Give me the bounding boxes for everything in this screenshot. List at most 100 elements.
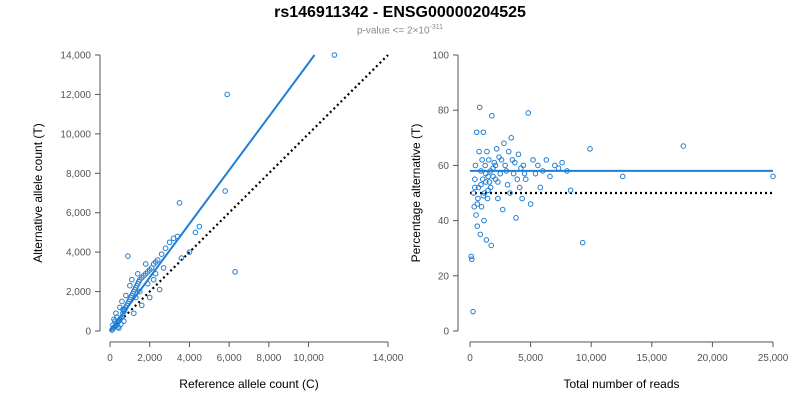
- data-point: [481, 190, 488, 196]
- data-point: [507, 190, 513, 196]
- data-point: [196, 223, 203, 230]
- data-point: [186, 249, 193, 255]
- data-point: [222, 188, 228, 194]
- data-point: [473, 212, 479, 218]
- data-point: [470, 308, 476, 315]
- data-point: [547, 173, 553, 180]
- data-point: [119, 298, 125, 305]
- data-point: [525, 110, 531, 116]
- data-point: [477, 231, 484, 238]
- data-point: [331, 52, 338, 58]
- chart-subtitle: p-value <= 2×10-311: [0, 24, 800, 36]
- subtitle-text: p-value <= 2×10: [356, 25, 430, 37]
- data-point: [123, 292, 129, 299]
- chart-title: rs146911342 - ENSG00000204525: [274, 4, 526, 21]
- data-point: [156, 286, 163, 293]
- data-point: [118, 321, 124, 327]
- data-point: [512, 159, 518, 166]
- data-point: [138, 302, 145, 309]
- data-point: [770, 173, 776, 180]
- data-point: [158, 251, 165, 257]
- data-point: [579, 239, 586, 246]
- data-point: [481, 217, 487, 224]
- y-axis-label: Alternative allele count (T): [31, 123, 45, 262]
- subtitle-exponent: -311: [429, 24, 444, 31]
- data-point: [521, 170, 528, 177]
- data-point: [491, 159, 498, 166]
- data-point: [516, 184, 523, 191]
- data-point: [142, 261, 149, 267]
- data-point: [474, 201, 481, 207]
- data-point: [497, 170, 504, 177]
- data-point: [492, 162, 499, 169]
- data-point: [495, 179, 501, 185]
- x-tick-label: 10,000: [293, 353, 324, 364]
- fit-line: [109, 54, 316, 332]
- data-point: [479, 176, 486, 182]
- data-point: [471, 204, 478, 210]
- data-point: [567, 187, 574, 194]
- y-tick-label: 40: [438, 216, 450, 227]
- data-point: [519, 195, 525, 202]
- data-point: [480, 192, 487, 199]
- data-point: [162, 245, 169, 251]
- data-point: [478, 204, 485, 210]
- data-point: [472, 176, 478, 182]
- y-tick-label: 20: [438, 271, 450, 282]
- data-point: [485, 187, 491, 194]
- data-point: [131, 310, 137, 317]
- data-point: [192, 229, 199, 236]
- data-point: [488, 242, 495, 249]
- data-point: [232, 269, 238, 275]
- data-point: [543, 157, 550, 163]
- data-point: [470, 190, 477, 196]
- x-axis-label: Total number of reads: [563, 377, 679, 391]
- y-tick-label: 10,000: [60, 129, 91, 140]
- data-point: [154, 257, 161, 263]
- data-point: [468, 253, 475, 260]
- data-point: [475, 195, 481, 202]
- data-point: [484, 148, 490, 155]
- data-point: [552, 162, 558, 169]
- data-point: [513, 215, 519, 221]
- x-tick-label: 15,000: [637, 353, 668, 364]
- data-point: [502, 162, 508, 169]
- data-point: [535, 162, 541, 169]
- x-tick-label: 20,000: [697, 353, 728, 364]
- data-point: [555, 165, 562, 171]
- data-point: [514, 176, 521, 182]
- x-tick-label: 5,000: [518, 353, 543, 364]
- data-point: [510, 170, 517, 177]
- data-point: [476, 148, 482, 155]
- y-tick-label: 0: [443, 327, 449, 338]
- data-point: [135, 271, 141, 277]
- y-tick-label: 6,000: [66, 208, 91, 219]
- y-tick-label: 8,000: [66, 169, 91, 180]
- x-tick-label: 14,000: [373, 353, 404, 364]
- data-point: [680, 143, 687, 149]
- x-tick-label: 0: [467, 353, 473, 364]
- data-point: [176, 200, 183, 206]
- data-point: [501, 140, 507, 147]
- data-point: [559, 159, 565, 166]
- y-tick-label: 2,000: [66, 287, 91, 298]
- data-point: [166, 239, 173, 246]
- x-tick-label: 8,000: [256, 353, 281, 364]
- data-point: [530, 157, 536, 163]
- x-axis-label: Reference allele count (C): [179, 377, 318, 391]
- x-tick-label: 6,000: [217, 353, 242, 364]
- x-tick-label: 2,000: [137, 353, 162, 364]
- data-point: [178, 255, 185, 261]
- data-point: [504, 181, 511, 188]
- data-point: [146, 294, 153, 301]
- data-point: [522, 176, 529, 182]
- data-point: [127, 282, 133, 289]
- data-point: [484, 195, 491, 202]
- data-point: [474, 223, 481, 229]
- x-tick-label: 4,000: [177, 353, 202, 364]
- data-point: [520, 162, 527, 169]
- data-point: [493, 146, 500, 152]
- data-point: [489, 112, 495, 119]
